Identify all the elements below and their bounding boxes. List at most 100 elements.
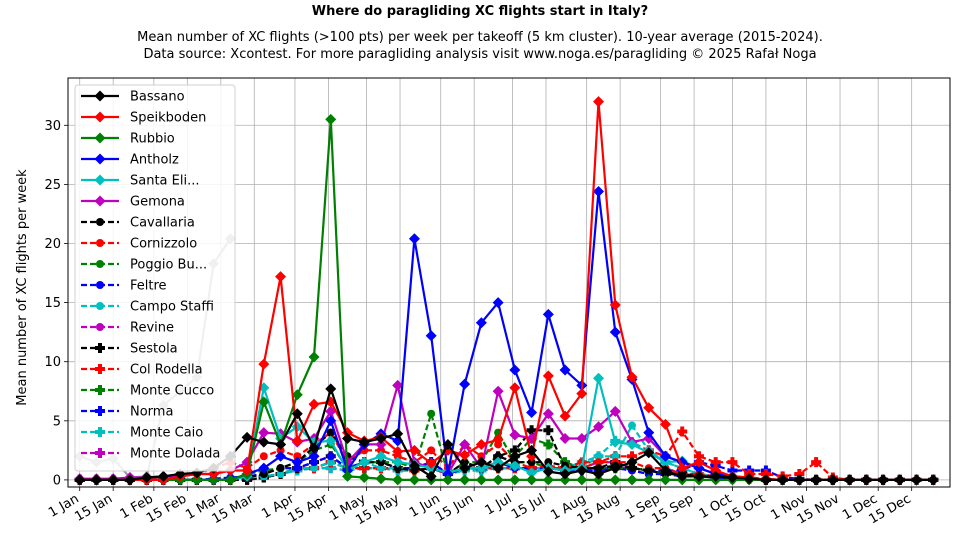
data-point [659, 418, 671, 430]
data-point [593, 96, 605, 108]
legend-item: Cavallaria [81, 216, 195, 231]
data-point [375, 450, 387, 462]
data-point [459, 449, 471, 461]
data-point [90, 474, 102, 486]
data-point [442, 438, 454, 450]
data-point [542, 408, 554, 420]
data-point [811, 457, 822, 468]
data-point [259, 452, 268, 461]
data-point [157, 470, 169, 482]
series-line [79, 424, 934, 481]
data-point [593, 421, 605, 433]
data-point [492, 297, 504, 309]
data-point [427, 446, 436, 455]
data-point [341, 470, 353, 482]
data-point [326, 458, 335, 467]
data-point [743, 473, 755, 485]
data-point [276, 446, 285, 455]
data-point [475, 474, 487, 486]
data-point [559, 364, 571, 376]
legend-label: Poggio Bu... [130, 258, 207, 273]
chart-subtitle-line-2: Data source: Xcontest. For more paraglid… [143, 47, 817, 62]
data-point [626, 371, 638, 383]
data-point [509, 429, 521, 441]
data-point [408, 474, 420, 486]
data-point [693, 451, 704, 462]
data-point [392, 474, 404, 486]
legend-item: Poggio Bu... [81, 258, 207, 273]
data-point [526, 474, 538, 486]
data-point [659, 456, 671, 468]
legend-label: Monte Cucco [130, 384, 214, 399]
data-point [542, 474, 554, 486]
data-point [827, 474, 839, 486]
chart-subtitle-line-1: Mean number of XC flights (>100 pts) per… [137, 30, 823, 45]
legend-swatch-marker [96, 218, 104, 226]
data-point [475, 456, 487, 468]
data-point [593, 474, 605, 486]
legend-swatch-marker [95, 385, 105, 395]
data-point [124, 474, 136, 486]
data-point [544, 458, 553, 467]
legend-swatch-marker [94, 111, 106, 123]
data-point [293, 452, 302, 461]
data-point [559, 410, 571, 422]
data-point [393, 464, 402, 473]
legend-swatch-marker [95, 343, 105, 353]
data-point [526, 467, 538, 479]
data-point [359, 463, 370, 474]
data-point [376, 458, 385, 467]
legend-label: Santa Eli... [130, 174, 200, 189]
data-point [408, 460, 420, 472]
data-point [275, 450, 287, 462]
legend-swatch-marker [96, 239, 104, 247]
data-point [376, 464, 385, 473]
legend-swatch-marker [95, 406, 105, 416]
data-point [325, 113, 337, 125]
plot-frame [67, 77, 951, 488]
data-point [509, 382, 521, 394]
data-point [543, 439, 554, 450]
data-point [927, 474, 939, 486]
data-point [894, 474, 906, 486]
legend-item: Feltre [81, 279, 167, 294]
data-point [492, 385, 504, 397]
legend: Bassano Speikboden Rubbio Antholz Santa Eli.… [74, 84, 236, 472]
data-point [877, 474, 889, 486]
data-point [275, 438, 287, 450]
data-point [609, 326, 621, 338]
data-point [325, 383, 337, 395]
data-point [293, 464, 302, 473]
data-point [494, 452, 503, 461]
data-point [392, 446, 404, 458]
data-point [509, 450, 521, 462]
legend-label: Antholz [130, 153, 179, 168]
data-point [526, 425, 537, 436]
legend-label: Cornizzolo [130, 237, 197, 252]
data-point [860, 474, 872, 486]
data-point [626, 474, 638, 486]
legend-item: Monte Caio [81, 426, 203, 441]
data-point [593, 185, 605, 197]
legend-swatch-marker [96, 260, 104, 268]
legend-label: Bassano [130, 90, 185, 105]
data-point [291, 435, 303, 447]
data-point [392, 456, 404, 468]
data-point [526, 407, 538, 419]
data-point [258, 436, 270, 448]
data-point [693, 470, 705, 482]
x-tick-label: 15 Apr [286, 491, 331, 526]
y-tick-label: 25 [44, 178, 61, 193]
data-point [628, 421, 637, 430]
data-point [375, 473, 387, 485]
data-point [425, 457, 437, 469]
data-point [258, 358, 270, 370]
legend-label: Cavallaria [130, 216, 195, 231]
data-point [492, 434, 504, 446]
data-point [643, 474, 655, 486]
data-point [275, 271, 287, 283]
data-point [793, 474, 805, 486]
data-point [693, 462, 705, 474]
legend-item: Sestola [81, 342, 178, 357]
data-point [611, 452, 620, 461]
